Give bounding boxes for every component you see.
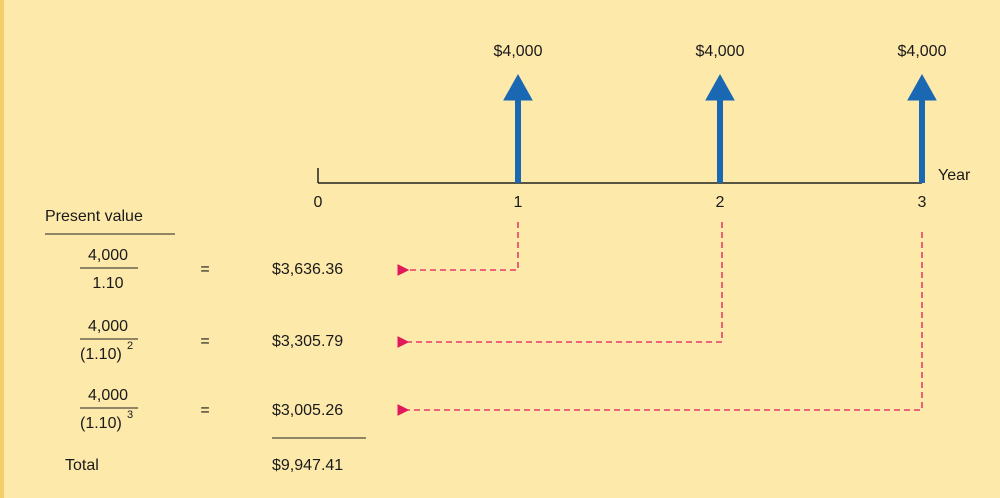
left-border: [0, 0, 4, 498]
period-label: 3: [918, 194, 927, 211]
arrow-shaft: [919, 98, 925, 183]
period-label: 0: [314, 194, 323, 211]
pv-value: $3,005.26: [272, 402, 343, 419]
arrow-head: [503, 73, 533, 101]
exponent: 3: [127, 409, 133, 421]
cash-flow-label: $4,000: [696, 43, 745, 60]
discount-arrow: [397, 232, 923, 416]
equals: =: [200, 402, 209, 419]
period-label: 2: [716, 194, 725, 211]
cash-flow-arrows: [503, 73, 937, 183]
arrow-shaft: [717, 98, 723, 183]
heading: Present value: [45, 208, 143, 225]
pv-value: $3,636.36: [272, 261, 343, 278]
arrow-shaft: [515, 98, 521, 183]
cash-flow-label: $4,000: [898, 43, 947, 60]
arrow-head: [705, 73, 735, 101]
period-label: 1: [514, 194, 523, 211]
denominator: (1.10): [80, 415, 122, 432]
total-value: $9,947.41: [272, 457, 343, 474]
denominator: 1.10: [92, 275, 123, 292]
equals: =: [200, 333, 209, 350]
numerator: 4,000: [88, 318, 128, 335]
denominator: (1.10): [80, 346, 122, 363]
discount-arrows: [397, 222, 923, 416]
total-label: Total: [65, 457, 99, 474]
numerator: 4,000: [88, 387, 128, 404]
axis-label: Year: [938, 167, 971, 184]
discount-arrow: [397, 222, 723, 348]
pv-value: $3,305.79: [272, 333, 343, 350]
numerator: 4,000: [88, 247, 128, 264]
discount-arrow: [397, 222, 519, 276]
cash-flow-label: $4,000: [494, 43, 543, 60]
equals: =: [200, 261, 209, 278]
arrow-head: [907, 73, 937, 101]
exponent: 2: [127, 340, 133, 352]
